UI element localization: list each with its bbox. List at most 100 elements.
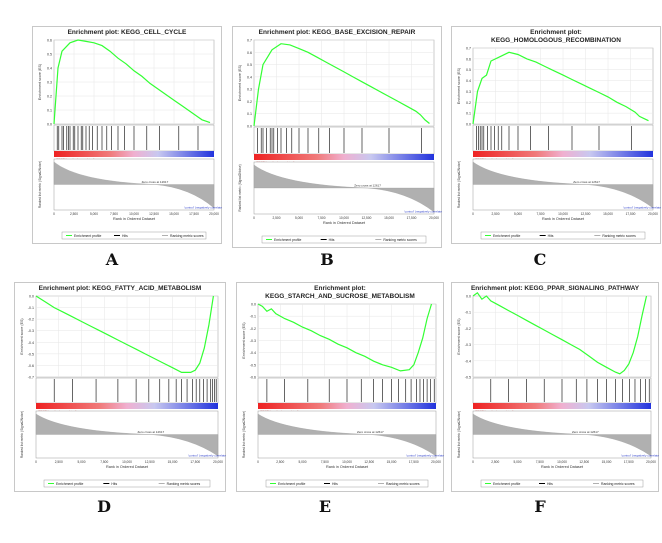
panel-title: KEGG_STARCH_AND_SUCROSE_METABOLISM	[265, 293, 415, 300]
x-tick-label: 15,000	[603, 212, 613, 216]
negative-label: 'control' (negatively correlated)	[188, 454, 226, 458]
y-tick-label: -0.6	[250, 376, 256, 380]
legend-entry: Hits	[111, 482, 117, 486]
x-tick-label: 20,000	[646, 460, 656, 464]
ranking-heat-bar	[258, 403, 436, 409]
legend-entry: Ranking metric scores	[386, 482, 420, 486]
x-tick-label: 20,000	[648, 212, 658, 216]
y-tick-label: 0.0	[247, 125, 252, 129]
x-tick-label: 12,500	[362, 216, 372, 220]
x-tick-label: 0	[257, 460, 259, 464]
y-tick-label: -0.1	[28, 306, 34, 310]
enrichment-svg: 0.0 -0.1 -0.2 -0.3 -0.4 -0.5 Enrichment score …	[457, 291, 659, 488]
y-tick-label: 0.7	[466, 47, 471, 51]
enrichment-profile-line	[257, 303, 433, 372]
y-tick-label: 0.4	[47, 67, 52, 71]
y-tick-label: 0.1	[466, 112, 471, 116]
y-tick-label: -0.5	[465, 376, 471, 380]
panel-letter: A	[105, 250, 119, 269]
x-tick-label: 7,500	[536, 460, 544, 464]
legend-box	[480, 479, 644, 488]
y-tick-label: 0.4	[247, 75, 252, 79]
y-tick-label: 0.0	[29, 295, 34, 299]
enrichment-panel-c: Enrichment plot: KEGG_HOMOLOGOUS_RECOMBIN…	[451, 26, 661, 244]
legend-entry: Hits	[548, 234, 554, 238]
y-axis-label: Enrichment score (ES)	[38, 64, 42, 100]
y-tick-label: -0.2	[465, 327, 471, 331]
x-tick-label: 0	[253, 216, 255, 220]
x-tick-label: 17,500	[624, 460, 634, 464]
y-tick-label: -0.5	[28, 352, 34, 356]
x-tick-label: 0	[472, 460, 474, 464]
x-tick-label: 7,500	[318, 216, 326, 220]
y-tick-label: -0.5	[250, 363, 256, 367]
legend-entry: Hits	[332, 482, 338, 486]
ranked-y-label: Ranked list metric (Signal2Noise)	[457, 161, 461, 208]
ranking-metric-fill	[257, 413, 437, 457]
x-tick-label: 2,500	[276, 460, 284, 464]
x-tick-label: 5,000	[78, 460, 86, 464]
y-tick-label: 0.5	[47, 53, 52, 57]
zero-cross-label: Zero cross at 12617	[137, 430, 164, 434]
x-tick-label: 20,000	[213, 460, 223, 464]
panel-title: Enrichment plot: KEGG_CELL_CYCLE	[67, 29, 187, 36]
ranking-metric-fill	[253, 164, 435, 213]
legend-entry: Ranking metric scores	[602, 234, 636, 238]
y-tick-label: -0.2	[28, 318, 34, 322]
x-tick-label: 17,500	[409, 460, 419, 464]
x-tick-label: 20,000	[431, 460, 441, 464]
ranked-y-label: Ranked list metric (Signal2Noise)	[38, 161, 42, 208]
x-tick-label: 15,000	[387, 460, 397, 464]
enrichment-panel-b: Enrichment plot: KEGG_BASE_EXCISION_REPA…	[232, 26, 442, 248]
x-tick-label: 15,000	[169, 212, 179, 216]
y-tick-label: 0.5	[247, 63, 252, 67]
enrichment-profile-line	[253, 43, 430, 127]
ranking-heat-bar	[473, 151, 653, 157]
y-tick-label: 0.5	[466, 68, 471, 72]
x-tick-label: 12,500	[581, 212, 591, 216]
panel-title: KEGG_HOMOLOGOUS_RECOMBINATION	[491, 37, 621, 44]
x-axis-label: Rank in Ordered Dataset	[326, 465, 369, 469]
ranking-metric-fill	[472, 413, 652, 457]
y-tick-label: 0.2	[47, 95, 52, 99]
negative-label: 'control' (negatively correlated)	[404, 210, 442, 214]
legend-box	[265, 479, 429, 488]
hits-area	[472, 124, 654, 152]
x-tick-label: 7,500	[537, 212, 545, 216]
panel-title: Enrichment plot:	[314, 285, 366, 292]
panel-letter: B	[320, 250, 334, 269]
ranked-y-label: Ranked list metric (Signal2Noise)	[457, 411, 461, 458]
y-tick-label: 0.1	[247, 112, 252, 116]
enrichment-profile-line	[472, 51, 649, 125]
x-tick-label: 12,500	[579, 460, 589, 464]
y-tick-label: 0.7	[247, 39, 252, 43]
y-axis-label: Enrichment score (ES)	[457, 68, 461, 104]
y-tick-label: -0.1	[465, 311, 471, 315]
y-tick-label: -0.1	[250, 315, 256, 319]
legend-box	[61, 231, 207, 240]
x-tick-label: 15,000	[602, 460, 612, 464]
x-tick-label: 7,500	[321, 460, 329, 464]
y-tick-label: 0.3	[47, 81, 52, 85]
y-tick-label: 0.0	[466, 295, 471, 299]
legend-entry: Hits	[547, 482, 553, 486]
panel-title: Enrichment plot: KEGG_FATTY_ACID_METABOL…	[38, 285, 202, 292]
ranking-metric-fill	[35, 413, 219, 457]
x-tick-label: 5,000	[299, 460, 307, 464]
x-axis-label: Rank in Ordered Dataset	[541, 465, 584, 469]
y-axis-label: Enrichment score (ES)	[238, 65, 242, 101]
x-axis-label: Rank in Ordered Dataset	[113, 217, 156, 221]
enrichment-svg: 0.7 0.6 0.5 0.4 0.3 0.2 0.1 0.0 Enrichment score…	[238, 39, 442, 244]
zero-cross-label: Zero cross at 12617	[572, 430, 599, 434]
x-tick-label: 5,000	[295, 216, 303, 220]
legend-box	[43, 479, 211, 488]
legend-entry: Hits	[122, 234, 128, 238]
y-tick-label: 0.0	[47, 123, 52, 127]
panel-letter: D	[97, 497, 111, 516]
ranked-y-label: Ranked list metric (Signal2Noise)	[20, 411, 24, 458]
x-tick-label: 2,500	[491, 460, 499, 464]
enrichment-profile-line	[472, 291, 648, 375]
enrichment-profile-line	[35, 295, 214, 374]
x-tick-label: 5,000	[514, 212, 522, 216]
zero-cross-label: Zero cross at 12617	[573, 180, 600, 184]
